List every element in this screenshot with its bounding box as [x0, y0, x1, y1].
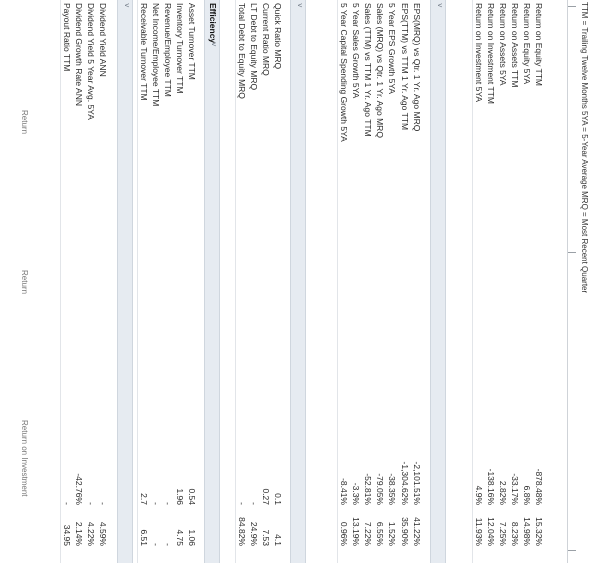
table-row: Net Income/Employee TTM - -	[150, 0, 161, 563]
row-label: Receivable Turnover TTM	[139, 3, 149, 101]
row-label: Return on Equity 5YA	[522, 3, 532, 85]
row-label: 5 Year EPS Growth 5YA	[387, 3, 397, 95]
row-label: 5 Year Capital Spending Growth 5YA	[339, 3, 349, 142]
chevron-icon[interactable]: ˅	[435, 3, 444, 8]
row-label: EPS(MRQ) vs Qtr. 1 Yr. Ago MRQ	[412, 3, 422, 132]
chevron-icon[interactable]: ˅	[209, 42, 218, 47]
table-row: 5 Year EPS Growth 5YA -38.35% 1.52%	[386, 0, 397, 563]
table-row: Return on Equity TTM -878.48% 15.32%	[533, 0, 544, 563]
industry-value: 35.90%	[400, 517, 410, 546]
table-row: Receivable Turnover TTM 2.7 6.51	[137, 0, 149, 563]
row-label: Return on Investment TTM	[486, 3, 496, 104]
industry-value: 6.51	[139, 529, 149, 546]
table-row: Dividend Yield ANN -4.59%	[97, 0, 108, 563]
table-row: Current Ratio MRQ 0.27 7.53	[260, 0, 271, 563]
row-label: EPS(TTM) vs TTM 1 Yr. Ago TTM	[400, 3, 410, 131]
row-label: Return on Investment 5YA	[474, 3, 484, 103]
row-label: Payout Ratio TTM	[62, 3, 72, 72]
industry-value: -	[163, 543, 173, 546]
table-row: 5 Year Capital Spending Growth 5YA -8.41%…	[337, 0, 349, 563]
industry-value: 2.14%	[74, 521, 84, 546]
industry-value: 1.06	[187, 529, 197, 546]
industry-value: 14.98%	[522, 517, 532, 546]
table-row: Sales (MRQ) vs Qtr. 1 Yr. Ago MRQ -79.05%…	[374, 0, 385, 563]
industry-value: 12.04%	[486, 517, 496, 546]
row-label: Net Income/Employee TTM	[151, 3, 161, 107]
industry-value: 4.22%	[86, 521, 96, 546]
table-row: Return on Assets TTM -33.17% 8.23%	[509, 0, 520, 563]
table-row: Asset Turnover TTM 0.54 1.06	[186, 0, 197, 563]
chevron-icon[interactable]: ˅	[122, 3, 131, 8]
industry-value: 4.59%	[98, 521, 108, 546]
table-row: EPS(TTM) vs TTM 1 Yr. Ago TTM -1,304.62% 3…	[399, 0, 410, 563]
column-header: Return on Investment	[20, 420, 29, 497]
industry-value: 4.1	[273, 534, 283, 546]
industry-value: 34.95	[62, 524, 72, 546]
row-label: Return on Equity TTM	[534, 3, 544, 86]
table-row: Return on Assets 5YA 2.82% 7.25%	[497, 0, 508, 563]
industry-value: 41.22%	[412, 517, 422, 546]
table-row: Dividend Yield 5 Year Avg. 5YA -4.22%	[85, 0, 96, 563]
table-row: LT Debt to Equity MRQ -24.9%	[248, 0, 259, 563]
industry-value: 7.25%	[498, 521, 508, 546]
row-label: Total Debt to Equity MRQ	[237, 3, 247, 99]
column-header: Return	[20, 270, 29, 295]
row-label: Sales (MRQ) vs Qtr. 1 Yr. Ago MRQ	[375, 3, 385, 138]
table-row: Inventory Turnover TTM 1.96 4.75	[174, 0, 185, 563]
table-row: Payout Ratio TTM -34.95	[60, 0, 72, 563]
industry-value: 4.75	[175, 529, 185, 546]
table-row: Sales (TTM) vs TTM 1 Yr. Ago TTM -52.81% 7…	[362, 0, 373, 563]
industry-value: 0.96%	[339, 521, 349, 546]
divider	[568, 252, 576, 253]
table-row: Return on Investment TTM -138.16% 12.04%	[485, 0, 496, 563]
industry-value: 1.52%	[387, 521, 397, 546]
row-label: Return on Assets TTM	[510, 3, 520, 88]
table-row: Return on Equity 5YA 6.8% 14.98%	[521, 0, 532, 563]
row-label: LT Debt to Equity MRQ	[249, 3, 259, 91]
section-title: Efficiency	[208, 3, 218, 44]
table-row: Dividend Growth Rate ANN -42.76% 2.14%	[73, 0, 84, 563]
section-header-dividend[interactable]: ˅	[117, 0, 133, 563]
industry-value: 24.9%	[249, 521, 259, 546]
section-header-financial-strength[interactable]: ˅	[290, 0, 306, 563]
row-label: Dividend Yield ANN	[98, 3, 108, 77]
industry-value: 13.19%	[351, 517, 361, 546]
industry-value: 84.82%	[237, 517, 247, 546]
row-label: Revenue/Employee TTM	[163, 3, 173, 97]
divider	[568, 6, 576, 7]
industry-value: 7.22%	[363, 521, 373, 546]
section-header-efficiency[interactable]: Efficiency ˅	[204, 0, 220, 563]
table-row: EPS(MRQ) vs Qtr. 1 Yr. Ago MRQ -2,101.51%…	[411, 0, 422, 563]
row-label: Dividend Growth Rate ANN	[74, 3, 84, 106]
row-label: Inventory Turnover TTM	[175, 3, 185, 94]
table-row: Return on Investment 5YA 4.9% 11.93%	[472, 0, 484, 563]
row-label: Return on Assets 5YA	[498, 3, 508, 86]
section-header-management[interactable]: ˅	[430, 0, 446, 563]
industry-value: 6.55%	[375, 521, 385, 546]
industry-value: 11.93%	[474, 517, 484, 546]
footnote-bar: TTM = Trailing Twelve Months 5YA = 5-Yea…	[567, 0, 594, 563]
chevron-icon[interactable]: ˅	[295, 3, 304, 8]
industry-value: -	[151, 543, 161, 546]
row-label: Current Ratio MRQ	[261, 3, 271, 76]
table-row: 5 Year Sales Growth 5YA -3.3% 13.19%	[350, 0, 361, 563]
row-label: Sales (TTM) vs TTM 1 Yr. Ago TTM	[363, 3, 373, 137]
industry-value: 8.23%	[510, 521, 520, 546]
industry-value: 15.32%	[534, 517, 544, 546]
table-row: Total Debt to Equity MRQ -84.82%	[235, 0, 247, 563]
row-label: 5 Year Sales Growth 5YA	[351, 3, 361, 99]
column-header: Return	[20, 110, 29, 135]
row-label: Asset Turnover TTM	[187, 3, 197, 80]
row-label: Quick Ratio MRQ	[273, 3, 283, 70]
industry-value: 7.53	[261, 529, 271, 546]
table-row: Quick Ratio MRQ 0.1 4.1	[272, 0, 283, 563]
divider	[568, 550, 576, 551]
footnote: TTM = Trailing Twelve Months 5YA = 5-Yea…	[580, 2, 589, 294]
row-label: Dividend Yield 5 Year Avg. 5YA	[86, 3, 96, 120]
table-row: Revenue/Employee TTM - -	[162, 0, 173, 563]
